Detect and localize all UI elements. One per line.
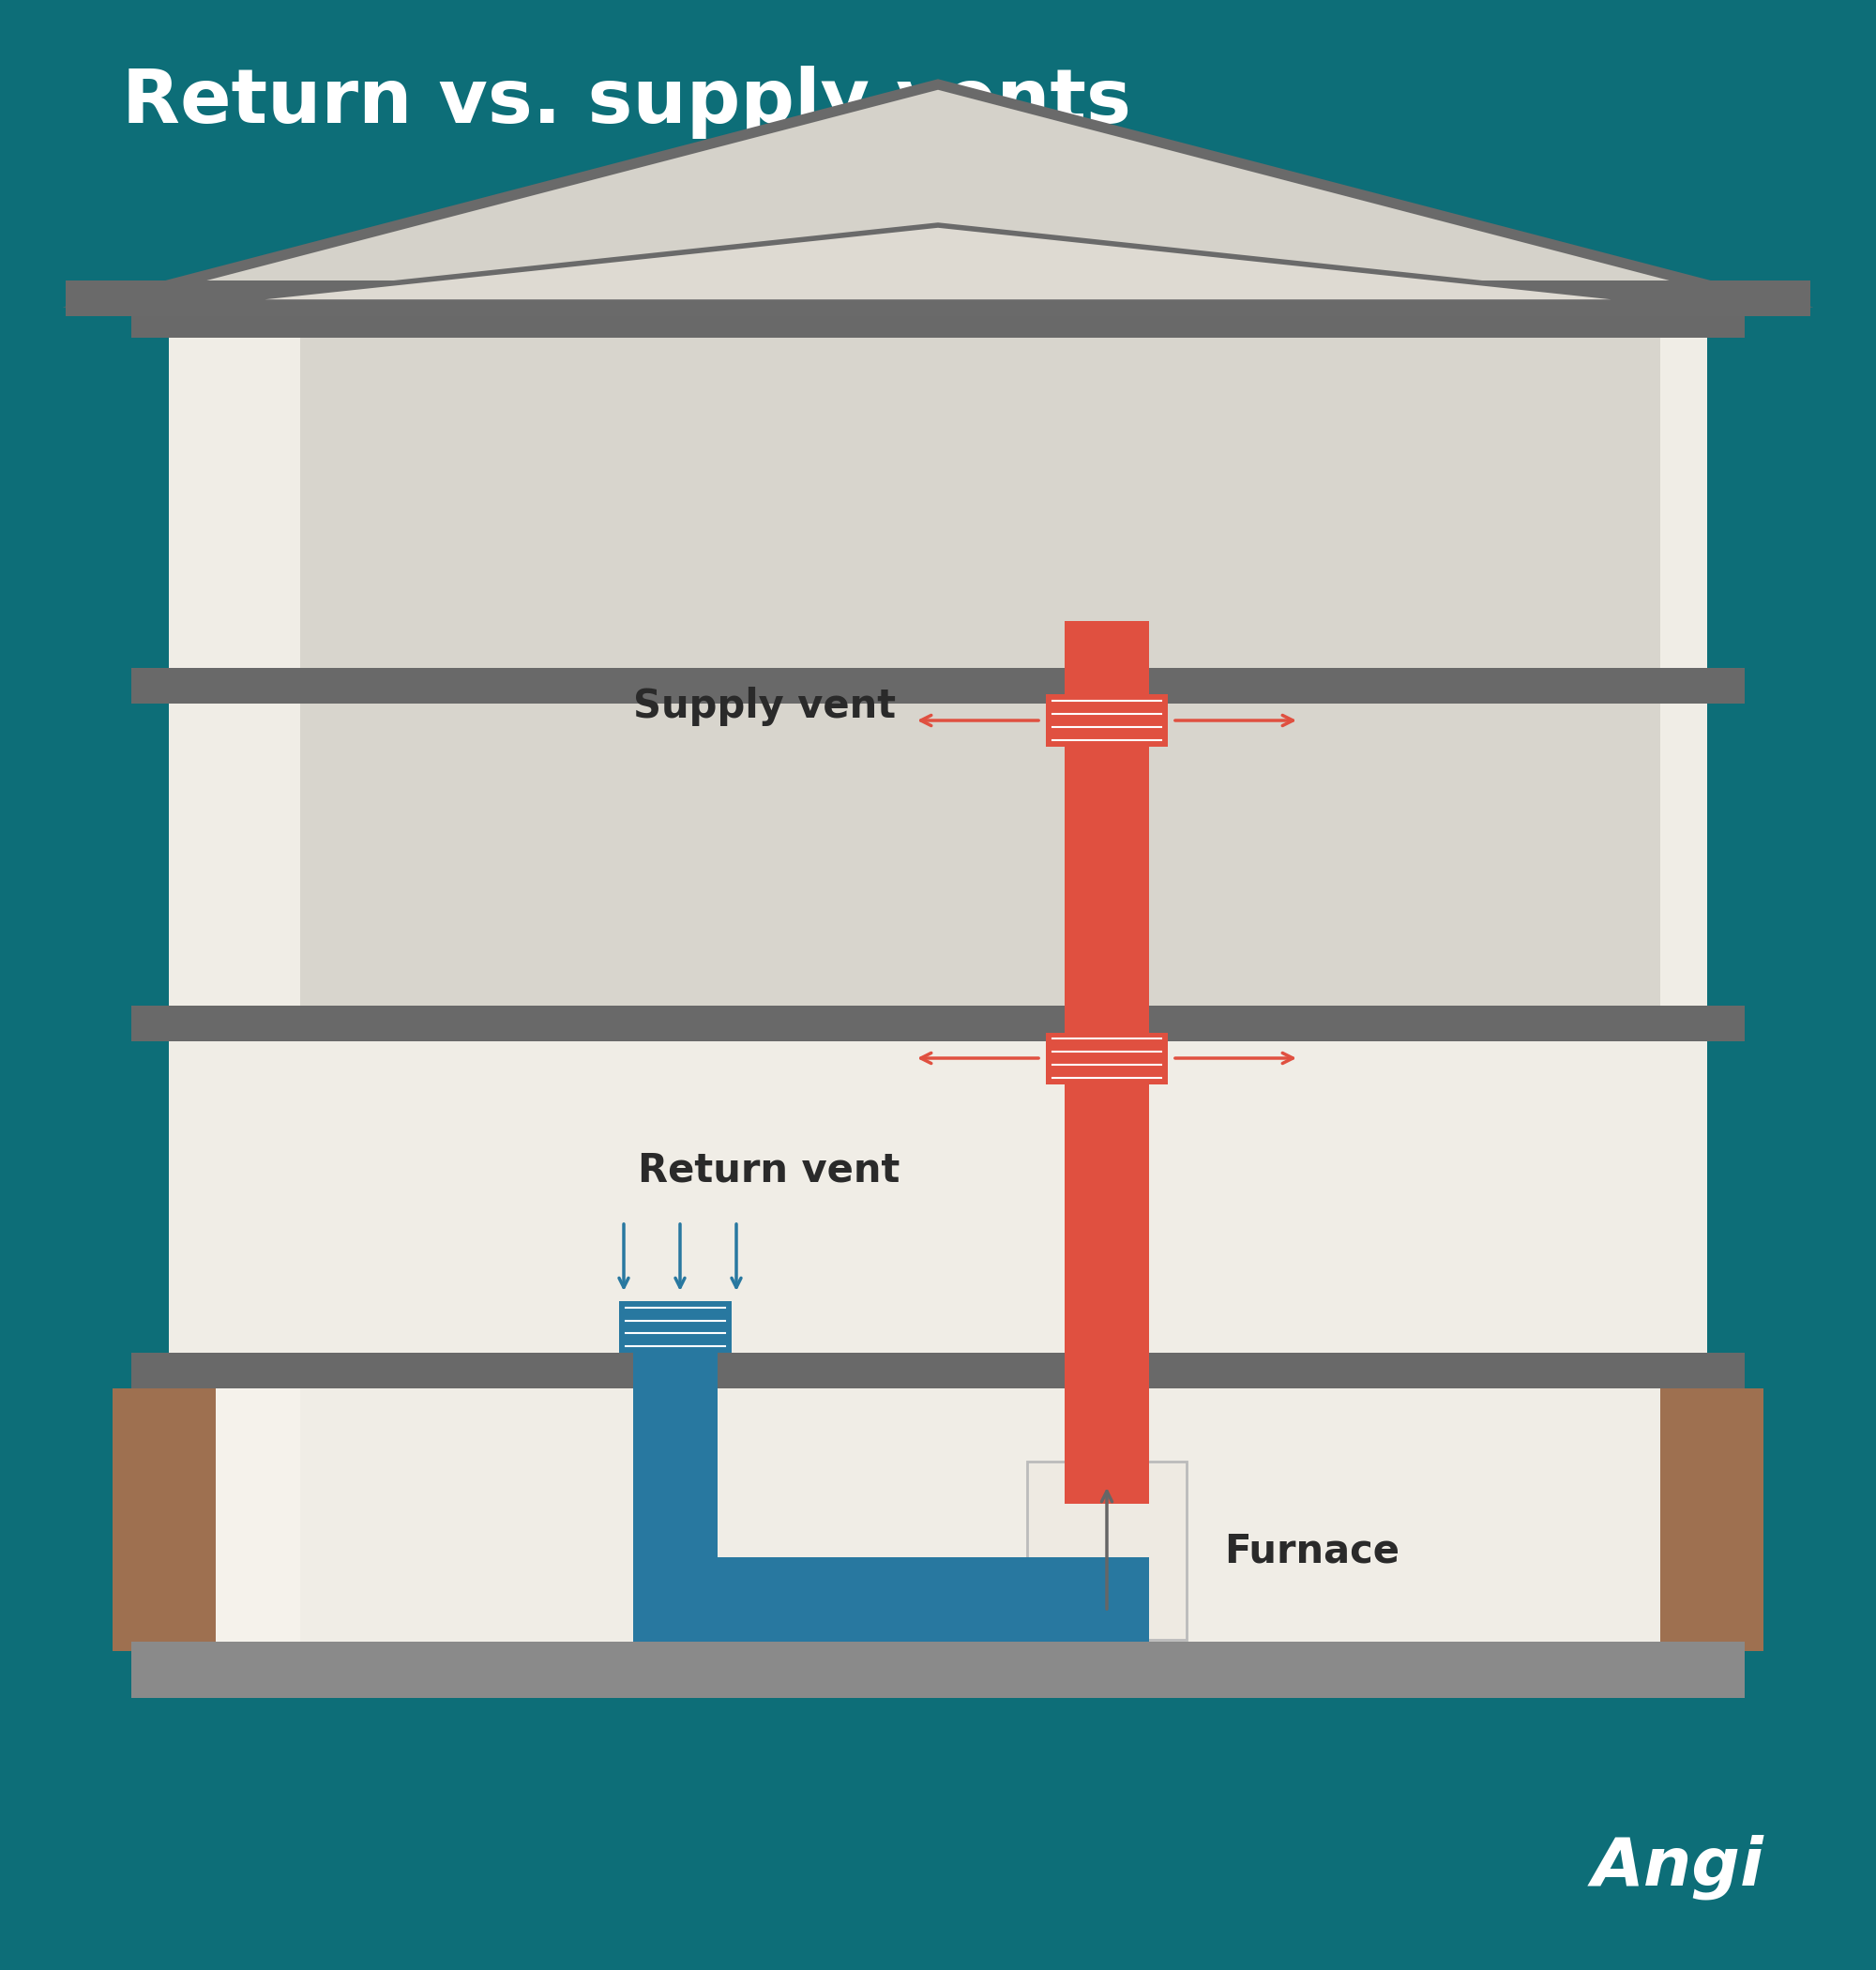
Polygon shape <box>216 225 1660 301</box>
Bar <box>1047 1032 1167 1084</box>
Bar <box>131 1641 1745 1698</box>
Text: Furnace: Furnace <box>1223 1531 1399 1570</box>
Bar <box>634 1556 1148 1641</box>
Bar <box>113 1389 1763 1651</box>
Bar <box>216 337 300 1353</box>
Bar <box>216 1389 300 1641</box>
Text: Return vs. supply vents: Return vs. supply vents <box>122 65 1131 138</box>
Text: Supply vent: Supply vent <box>632 688 897 727</box>
Bar <box>131 1353 1745 1389</box>
Bar <box>216 337 1660 668</box>
Bar <box>619 1300 732 1353</box>
Bar <box>634 1353 717 1600</box>
Bar <box>216 1389 1660 1641</box>
Bar <box>1047 695 1167 747</box>
Bar <box>216 1042 1660 1353</box>
Bar <box>131 668 1745 703</box>
Bar <box>216 703 1660 1005</box>
Bar <box>1066 621 1150 1503</box>
Polygon shape <box>103 85 1773 301</box>
Bar <box>1660 301 1707 1353</box>
Bar <box>131 1005 1745 1042</box>
Text: Return vent: Return vent <box>638 1150 900 1190</box>
Bar <box>131 301 1745 337</box>
Bar <box>66 280 1810 315</box>
Bar <box>169 301 216 1353</box>
Text: Angi: Angi <box>1591 1834 1763 1899</box>
FancyBboxPatch shape <box>1028 1462 1188 1639</box>
